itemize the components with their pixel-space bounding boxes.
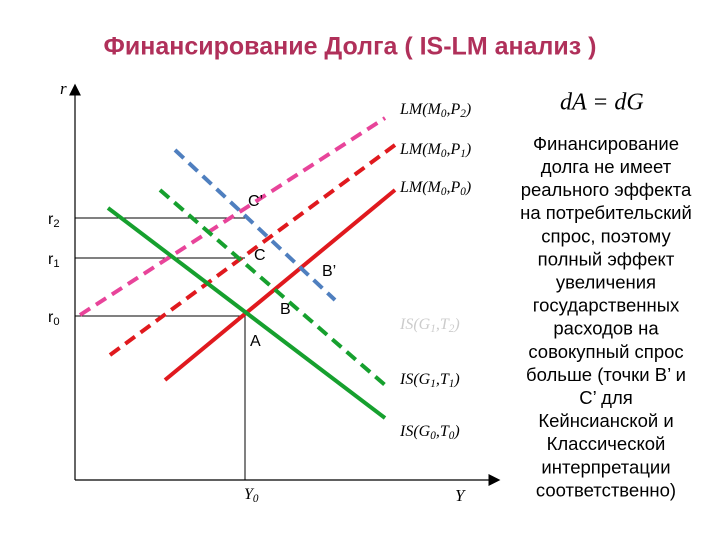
label-part: ,T [436, 423, 450, 440]
curve [163, 188, 397, 382]
note-line: Кейнсианской и [538, 410, 673, 431]
subscript: 1 [449, 378, 455, 390]
note-line: расходов на [553, 318, 659, 339]
label-part: LM(M [399, 101, 443, 118]
note-line: спрос, поэтому [541, 225, 671, 246]
label-part: ,P [446, 179, 460, 196]
label-part: ) [453, 423, 459, 440]
note-line: полный эффект [538, 248, 675, 269]
note-line: реального эффекта [521, 179, 692, 200]
x-axis-label: Y [455, 486, 466, 505]
level-label: r1 [48, 251, 60, 270]
note-line: Финансирование [533, 133, 679, 154]
curve [158, 188, 387, 387]
note-line: долга не имеет [541, 156, 672, 177]
curve [106, 206, 387, 420]
subscript: 1 [430, 323, 436, 335]
x-level-label: Y0 [244, 486, 259, 505]
note-line: на потребительский [520, 202, 692, 223]
label-part: IS(G [399, 371, 431, 388]
curve-label: LM(M0,P2) [399, 101, 471, 120]
label-part: ) [465, 101, 471, 118]
note-line: Классической [547, 433, 666, 454]
subscript: 0 [53, 316, 59, 328]
subscript: 0 [441, 186, 447, 198]
level-label: r2 [48, 211, 60, 230]
subscript: 0 [441, 108, 447, 120]
label-part: ,T [436, 316, 450, 333]
title: Финансирование Долга ( IS-LM анализ ) [104, 33, 597, 61]
note-line: совокупный спрос [528, 341, 683, 362]
subscript: 2 [460, 108, 466, 120]
curve [173, 148, 337, 302]
label-part: r [48, 211, 54, 228]
point-label: C [254, 247, 266, 264]
label-part: IS(G [399, 423, 431, 440]
label-part: ) [453, 371, 459, 388]
point-label: A [250, 333, 261, 350]
label-part: ,P [446, 101, 460, 118]
subscript: 0 [449, 430, 455, 442]
note-line: соответственно) [536, 479, 676, 500]
label-part: ) [465, 141, 471, 158]
y-axis-label: r [60, 79, 67, 98]
label-part: IS(G [399, 316, 431, 333]
subscript: 1 [53, 258, 59, 270]
label-part: ) [453, 316, 459, 333]
subscript: 1 [430, 378, 436, 390]
label-part: ,T [436, 371, 450, 388]
subscript: 0 [441, 148, 447, 160]
subscript: 0 [460, 186, 466, 198]
label-part: ,P [446, 141, 460, 158]
curve-label: IS(G1,T1) [399, 371, 460, 390]
point-label: B [280, 301, 291, 318]
subscript: 2 [53, 218, 59, 230]
curve-label: IS(G1,T2) [399, 316, 460, 335]
curve-label: LM(M0,P0) [399, 179, 471, 198]
curve [78, 116, 387, 317]
curve-label: LM(M0,P1) [399, 141, 471, 160]
label-part: r [48, 251, 54, 268]
subscript: 0 [253, 493, 259, 505]
note-line: интерпретации [541, 456, 670, 477]
point-label: B’ [322, 263, 336, 280]
label-part: ) [465, 179, 471, 196]
label-part: LM(M [399, 141, 443, 158]
subscript: 2 [449, 323, 455, 335]
label-part: r [48, 309, 54, 326]
level-label: r0 [48, 309, 60, 328]
label-part: Y [244, 486, 255, 503]
curve-label: IS(G0,T0) [399, 423, 460, 442]
label-part: LM(M [399, 179, 443, 196]
note-line: C’ для [579, 387, 633, 408]
formula: dA = dG [560, 90, 644, 116]
subscript: 1 [460, 148, 466, 160]
note-line: государственных [533, 295, 680, 316]
point-label: C’ [248, 193, 263, 210]
subscript: 0 [430, 430, 436, 442]
note-line: увеличения [556, 271, 656, 292]
note-line: больше (точки B’ и [526, 364, 686, 385]
curve [108, 143, 397, 357]
